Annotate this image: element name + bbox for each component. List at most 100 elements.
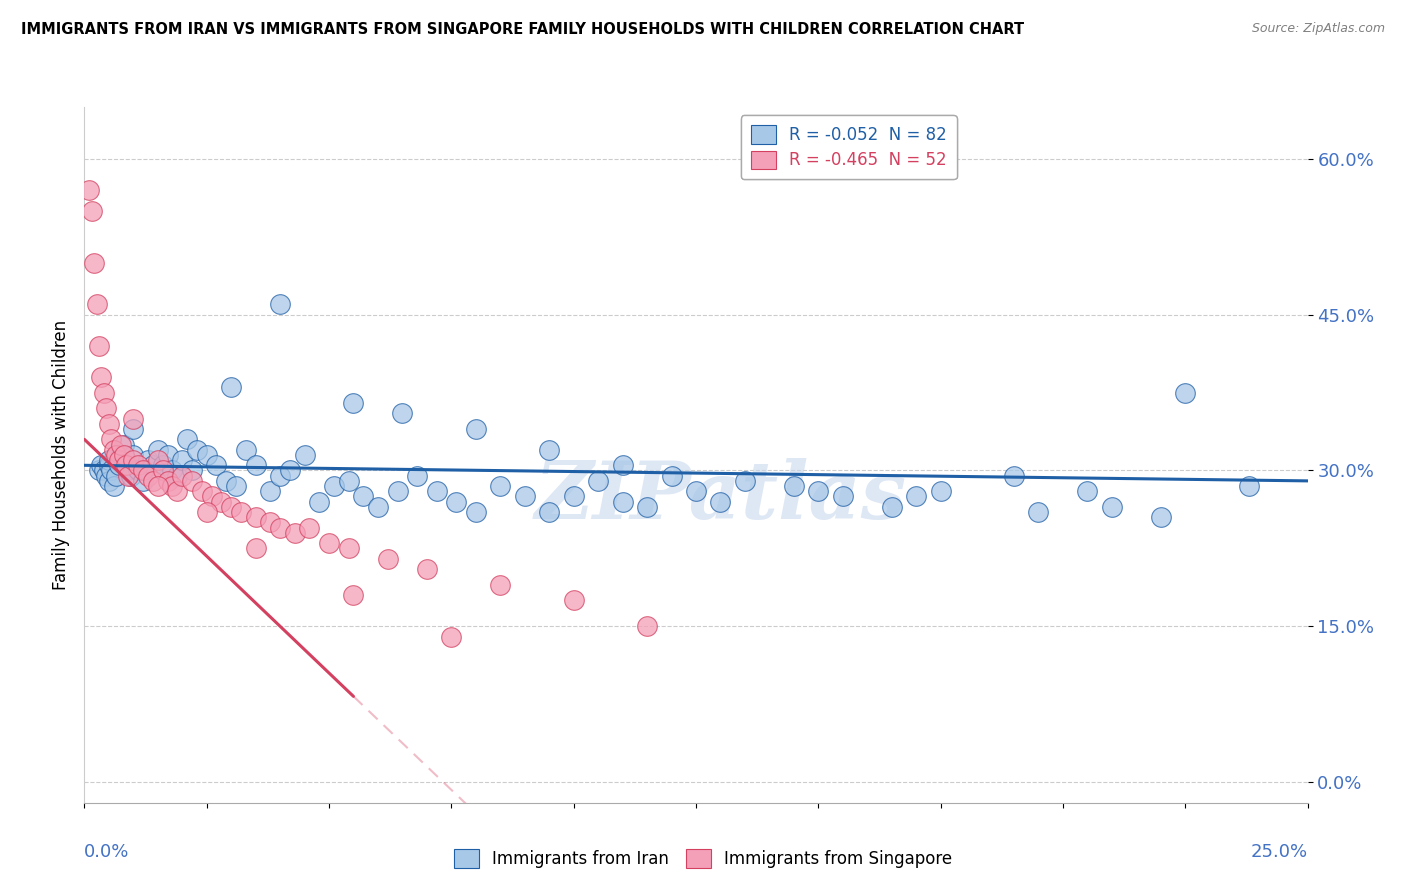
Point: [245, 458, 267, 473]
Point: [406, 468, 429, 483]
Point: [122, 411, 145, 425]
Point: [191, 484, 214, 499]
Point: [352, 490, 374, 504]
Point: [734, 474, 756, 488]
Point: [97, 458, 120, 473]
Point: [172, 453, 194, 467]
Legend: Immigrants from Iran, Immigrants from Singapore: Immigrants from Iran, Immigrants from Si…: [447, 843, 959, 875]
Point: [176, 433, 198, 447]
Point: [426, 484, 449, 499]
Point: [269, 468, 291, 483]
Point: [929, 484, 952, 499]
Point: [103, 479, 125, 493]
Point: [367, 500, 389, 514]
Point: [117, 463, 139, 477]
Point: [245, 541, 267, 556]
Point: [661, 468, 683, 483]
Point: [103, 442, 125, 457]
Point: [120, 468, 142, 483]
Point: [90, 370, 112, 384]
Point: [562, 490, 585, 504]
Point: [136, 468, 159, 483]
Point: [100, 463, 122, 477]
Point: [489, 479, 512, 493]
Point: [77, 183, 100, 197]
Point: [1028, 505, 1050, 519]
Point: [1002, 468, 1025, 483]
Point: [337, 541, 360, 556]
Point: [115, 453, 138, 467]
Point: [166, 468, 188, 483]
Point: [107, 458, 129, 473]
Point: [464, 505, 486, 519]
Point: [205, 458, 228, 473]
Point: [115, 458, 138, 473]
Point: [709, 494, 731, 508]
Point: [107, 453, 129, 467]
Point: [636, 500, 658, 514]
Text: 25.0%: 25.0%: [1250, 843, 1308, 861]
Point: [322, 479, 344, 493]
Point: [1150, 510, 1173, 524]
Point: [259, 484, 281, 499]
Point: [905, 490, 928, 504]
Point: [586, 474, 609, 488]
Point: [156, 474, 179, 488]
Point: [1076, 484, 1098, 499]
Point: [97, 453, 120, 467]
Point: [142, 458, 165, 473]
Point: [117, 468, 139, 483]
Point: [513, 490, 536, 504]
Point: [93, 463, 115, 477]
Text: Source: ZipAtlas.com: Source: ZipAtlas.com: [1251, 22, 1385, 36]
Point: [122, 453, 145, 467]
Point: [87, 463, 110, 477]
Point: [538, 442, 561, 457]
Point: [181, 474, 204, 488]
Text: 0.0%: 0.0%: [84, 843, 129, 861]
Point: [195, 448, 218, 462]
Point: [127, 458, 149, 473]
Point: [146, 479, 169, 493]
Point: [200, 490, 222, 504]
Point: [215, 474, 238, 488]
Point: [464, 422, 486, 436]
Legend: R = -0.052  N = 82, R = -0.465  N = 52: R = -0.052 N = 82, R = -0.465 N = 52: [741, 115, 956, 179]
Point: [93, 385, 115, 400]
Point: [225, 479, 247, 493]
Point: [152, 463, 174, 477]
Point: [636, 619, 658, 633]
Point: [186, 442, 208, 457]
Point: [162, 463, 184, 477]
Point: [1174, 385, 1197, 400]
Point: [612, 458, 634, 473]
Point: [269, 520, 291, 534]
Point: [142, 474, 165, 488]
Point: [195, 505, 218, 519]
Point: [152, 458, 174, 473]
Point: [132, 474, 155, 488]
Point: [278, 463, 301, 477]
Point: [86, 297, 108, 311]
Point: [96, 401, 118, 416]
Point: [337, 474, 360, 488]
Point: [87, 339, 110, 353]
Point: [132, 463, 155, 477]
Point: [342, 396, 364, 410]
Point: [172, 468, 194, 483]
Point: [100, 433, 122, 447]
Point: [110, 437, 132, 451]
Point: [391, 406, 413, 420]
Point: [294, 448, 316, 462]
Point: [219, 380, 242, 394]
Point: [377, 551, 399, 566]
Point: [318, 536, 340, 550]
Point: [83, 256, 105, 270]
Point: [166, 484, 188, 499]
Point: [416, 562, 439, 576]
Point: [122, 448, 145, 462]
Point: [97, 417, 120, 431]
Point: [538, 505, 561, 519]
Point: [80, 203, 103, 218]
Point: [219, 500, 242, 514]
